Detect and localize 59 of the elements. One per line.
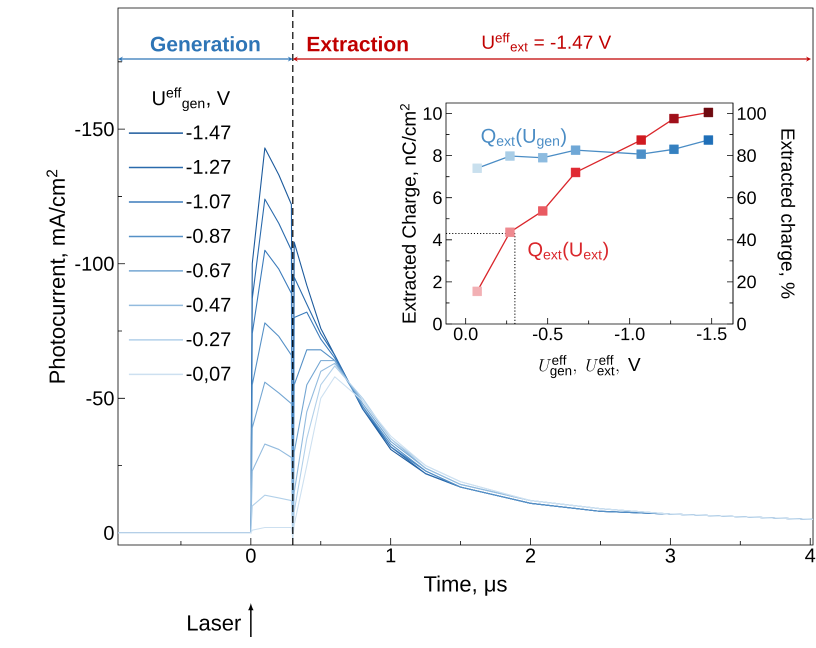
legend-title: U$^{eff}$$_{gen}$, V [153, 87, 230, 112]
y-axis-title: Extracted Charge, nC/cm$^{2}$ [400, 104, 420, 323]
x-axis-title: Time, μs [424, 576, 507, 596]
series-label: Q$_{ext}$(U$_{ext}$) [528, 242, 608, 260]
x-tick-label: 4 [805, 548, 816, 562]
y-axis-title: Photocurrent, mA/cm$^{2}$ [46, 170, 68, 383]
annotation: Extraction [308, 36, 408, 52]
point [704, 108, 714, 118]
point [669, 114, 679, 124]
y-tick-label: 0 [433, 318, 442, 330]
y-tick-label: -150 [75, 122, 114, 136]
point [704, 135, 714, 145]
x-tick-label: 2 [526, 548, 536, 563]
annotation: U$^{eff}$$_{ext}$ = -1.47 V [482, 32, 612, 52]
y-tick-label: 6 [433, 191, 442, 204]
y-tick-label: 0 [104, 526, 114, 540]
point [669, 144, 679, 154]
y2-tick-label: 60 [737, 191, 756, 204]
x-tick-label: -1.0 [614, 328, 644, 340]
x-tick-label: -0.5 [532, 328, 562, 340]
legend-label: -1.07 [186, 194, 230, 208]
y-tick-label: 8 [433, 149, 442, 162]
y-tick-label: -100 [75, 256, 114, 271]
y2-tick-label: 20 [737, 276, 756, 288]
y-tick-label: -50 [86, 391, 114, 406]
point [636, 149, 646, 159]
y2-axis-title: Extracted charge, % [777, 130, 796, 298]
x-tick-label: 0 [246, 548, 256, 563]
x-tick-label: -1.5 [696, 328, 726, 340]
point [505, 151, 515, 161]
y2-tick-label: 80 [737, 149, 756, 162]
x-tick-label: 1 [386, 548, 396, 562]
legend-label: -0.27 [186, 332, 230, 346]
point [538, 153, 548, 162]
x-tick-label: 0.0 [454, 328, 478, 340]
text: Laser [188, 615, 241, 631]
y2-tick-label: 100 [738, 107, 766, 120]
point [636, 135, 646, 145]
y2-tick-label: 0 [737, 318, 746, 330]
point [472, 286, 482, 296]
legend-label: -0.47 [186, 298, 230, 312]
annotation: Generation [150, 36, 260, 52]
point [570, 168, 580, 178]
legend-label: -0.67 [186, 263, 230, 278]
x-axis-title: $U^{\mathrm{eff}}_{\mathrm{gen}},\ U^{\mathrm{eff}}_{\mathrm{ext}},\ \mathrm{V}$ [540, 355, 641, 378]
legend-label: -1.47 [186, 126, 230, 140]
series-label: Q$_{ext}$(U$_{gen}$) [482, 128, 566, 149]
point [570, 145, 580, 155]
y-tick-label: 2 [433, 276, 442, 288]
y-tick-label: 4 [432, 234, 442, 246]
y-tick-label: 10 [424, 107, 442, 120]
x-tick-label: 3 [666, 548, 676, 563]
legend-label: -0,07 [186, 366, 230, 384]
legend-label: -0.87 [186, 228, 230, 243]
y2-tick-label: 40 [736, 233, 756, 246]
legend-label: -1.27 [186, 160, 230, 174]
point [505, 228, 515, 237]
point [472, 164, 482, 173]
point [538, 206, 548, 216]
